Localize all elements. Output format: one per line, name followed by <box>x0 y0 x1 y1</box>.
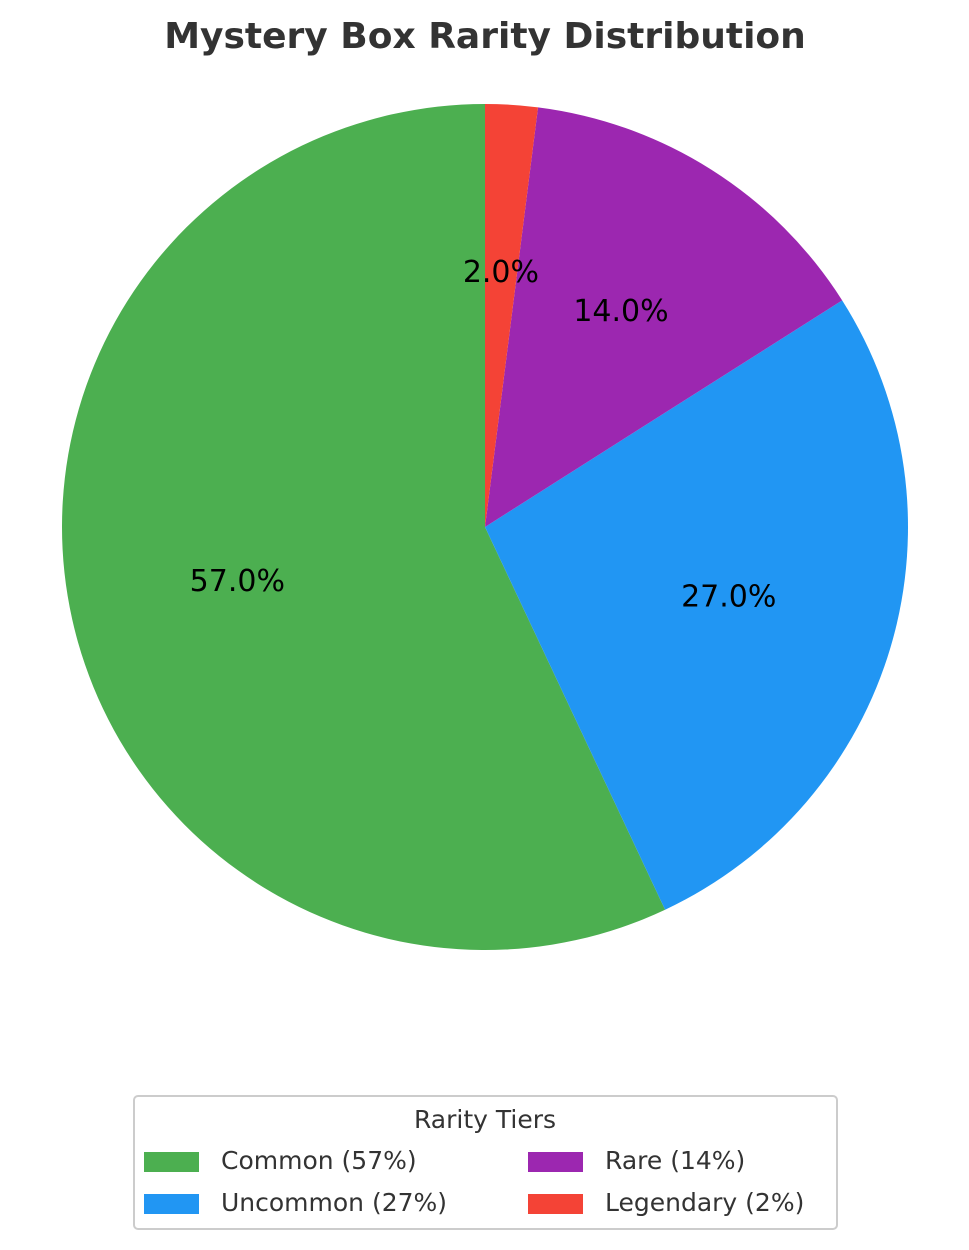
legend-label: Legendary (2%) <box>605 1188 804 1217</box>
data-label: 14.0% <box>573 294 668 329</box>
data-label: 2.0% <box>463 255 539 290</box>
legend-title: Rarity Tiers <box>414 1105 556 1134</box>
legend-swatch <box>144 1152 199 1172</box>
legend-swatch <box>528 1152 583 1172</box>
legend-swatch <box>144 1194 199 1214</box>
data-label: 27.0% <box>681 579 776 614</box>
legend-label: Uncommon (27%) <box>221 1188 447 1217</box>
legend-label: Common (57%) <box>221 1146 417 1175</box>
legend-box <box>133 1095 838 1230</box>
chart-title: Mystery Box Rarity Distribution <box>164 16 806 57</box>
pie-slice <box>485 107 843 527</box>
legend-swatch <box>528 1194 583 1214</box>
legend-label: Rare (14%) <box>605 1146 745 1175</box>
pie-slice <box>485 300 908 910</box>
pie-slice <box>61 104 666 950</box>
pie-slice <box>485 104 539 527</box>
data-label: 57.0% <box>190 564 285 599</box>
